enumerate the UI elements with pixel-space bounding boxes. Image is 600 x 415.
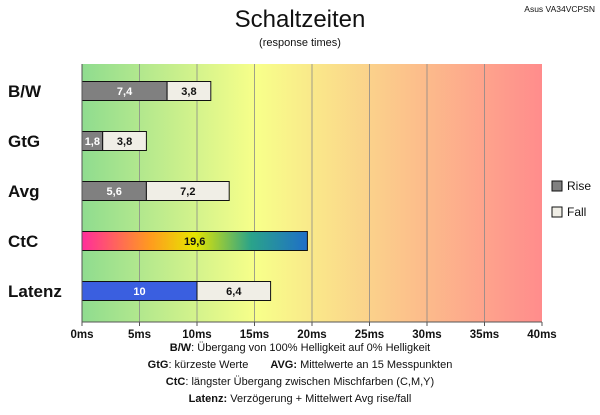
note-ctc-text: : längster Übergang zwischen Mischfarben… (185, 376, 435, 388)
chart-subtitle: (response times) (259, 37, 341, 49)
note-avg-key: AVG: (270, 359, 298, 371)
note-gtg-key: GtG (147, 359, 169, 371)
bar-fall-b-w (166, 81, 212, 101)
note-gtg-avg: GtG: kürzeste Werte AVG: Mittelwerte an 1… (0, 357, 600, 374)
bar-label-ctc: 19,6 (184, 236, 205, 248)
legend: Rise Fall (551, 179, 591, 219)
note-bw-text: : Übergang von 100% Helligkeit auf 0% He… (191, 342, 431, 354)
note-latenz-text: Verzögerung + Mittelwert Avg rise/fall (227, 393, 412, 405)
bar-label-rise-avg: 5,6 (107, 186, 122, 198)
note-bw-key: B/W (169, 342, 192, 354)
legend-swatch-rise (551, 180, 563, 192)
chart-title: Schaltzeiten (235, 6, 366, 33)
note-latenz: Latenz: Verzögerung + Mittelwert Avg ris… (0, 391, 600, 408)
note-gtg-text: : kürzeste Werte (168, 359, 249, 371)
axis: 0ms 5ms 10ms 15ms 20ms 25ms 30ms 35ms 40ms B/W GtG… (8, 64, 557, 341)
tick-label-15: 15ms (240, 329, 269, 341)
bar-fall-latenz (196, 281, 272, 301)
bar-label-rise-b-w: 7,4 (117, 86, 133, 98)
bar-label-rise-latenz: 10 (133, 286, 145, 298)
monitor-model: Asus VA34VCPSN (524, 4, 595, 14)
note-ctc: CtC: längster Übergang zwischen Mischfar… (0, 374, 600, 391)
bar-fall-gtg (102, 131, 147, 151)
bar-label-fall-avg: 7,2 (180, 186, 195, 198)
note-avg-text: Mittelwerte an 15 Messpunkten (297, 359, 453, 371)
note-bw: B/W: Übergang von 100% Helligkeit auf 0%… (0, 340, 600, 357)
category-label-gtg: GtG (8, 132, 40, 151)
category-label-b-w: B/W (8, 82, 42, 101)
tick-label-0: 0ms (70, 329, 93, 341)
notes: B/W: Übergang von 100% Helligkeit auf 0%… (0, 340, 600, 408)
category-label-avg: Avg (8, 182, 40, 201)
tick-label-35: 35ms (470, 329, 499, 341)
tick-label-40: 40ms (527, 329, 556, 341)
bar-label-fall-b-w: 3,8 (181, 86, 196, 98)
bar-label-fall-gtg: 3,8 (117, 136, 132, 148)
note-latenz-key: Latenz: (188, 393, 228, 405)
tick-label-20: 20ms (297, 329, 326, 341)
category-label-ctc: CtC (8, 232, 38, 251)
tick-label-30: 30ms (412, 329, 441, 341)
tick-label-10: 10ms (182, 329, 211, 341)
tick-label-25: 25ms (355, 329, 384, 341)
bar-fall-avg (145, 181, 230, 201)
legend-label-rise: Rise (567, 179, 591, 193)
legend-swatch-fall (551, 206, 563, 218)
bar-label-rise-gtg: 1,8 (85, 136, 100, 148)
category-label-latenz: Latenz (8, 282, 62, 301)
legend-label-fall: Fall (567, 205, 586, 219)
tick-label-5: 5ms (128, 329, 151, 341)
note-ctc-key: CtC (165, 376, 186, 388)
bar-label-fall-latenz: 6,4 (226, 286, 242, 298)
